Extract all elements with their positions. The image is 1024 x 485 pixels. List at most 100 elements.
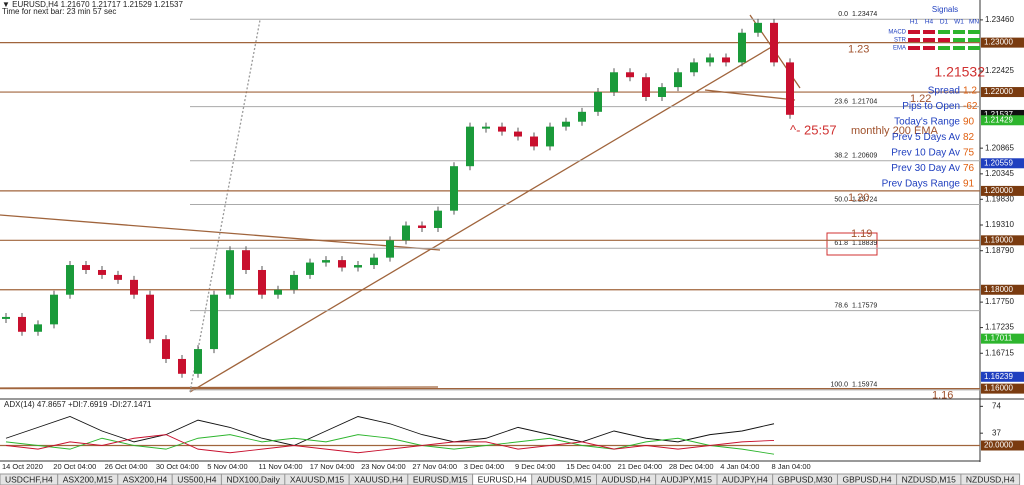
signal-column: W1 — [954, 19, 964, 26]
tab[interactable] — [960, 473, 1021, 485]
x-tick-label: 27 Nov 04:00 — [412, 462, 457, 471]
price-tag — [981, 109, 1024, 120]
x-tick-label: 15 Dec 04:00 — [566, 462, 611, 471]
tab-label[interactable]: GBPUSD,H4 — [842, 474, 891, 484]
candle — [738, 32, 746, 63]
level-label: 1.22 — [910, 93, 931, 105]
tab-label[interactable]: EURUSD,H4 — [478, 474, 527, 484]
tab-label[interactable]: AUDJPY,H4 — [722, 474, 768, 484]
tab-label[interactable]: NZDUSD,M15 — [902, 474, 957, 484]
price-tag — [981, 158, 1024, 169]
signal-cell — [968, 30, 980, 34]
candle — [290, 274, 298, 290]
fib-value: 1.18839 — [852, 240, 877, 247]
candle — [274, 289, 282, 295]
signal-cell — [923, 30, 935, 34]
level-box — [826, 232, 878, 256]
y-tick-label: 1.16715 — [985, 348, 1014, 357]
tab-label[interactable]: XAUUSD,M15 — [290, 474, 345, 484]
candle — [2, 316, 10, 319]
candle — [754, 22, 762, 33]
tab-label[interactable]: EURUSD,M15 — [413, 474, 468, 484]
tab-label[interactable]: AUDJPY,M15 — [661, 474, 713, 484]
level-label: 1.19 — [851, 228, 872, 240]
tab-label[interactable]: AUDUSD,H4 — [602, 474, 651, 484]
y-tick-label: 1.18790 — [985, 246, 1014, 255]
price-tag-label: 1.17011 — [984, 334, 1013, 343]
signal-cell — [938, 30, 950, 34]
tab-label[interactable]: GBPUSD,M30 — [778, 474, 833, 484]
info-value: -62 — [963, 101, 978, 112]
info-value: 91 — [963, 179, 975, 190]
adx-line — [5, 434, 775, 454]
candle — [402, 225, 410, 241]
candle — [450, 166, 458, 211]
info-value: 90 — [963, 117, 975, 128]
level-tag — [981, 383, 1024, 394]
candle — [658, 87, 666, 97]
fib-value: 1.21704 — [852, 99, 877, 106]
candle — [322, 260, 330, 263]
tab-label[interactable]: ASX200,H4 — [123, 474, 168, 484]
candle — [114, 274, 122, 280]
tab-label[interactable]: XAUUSD,H4 — [354, 474, 403, 484]
x-tick-label: 5 Nov 04:00 — [207, 462, 247, 471]
tab-label[interactable]: US500,H4 — [177, 474, 216, 484]
x-tick-label: 26 Oct 04:00 — [105, 462, 148, 471]
y-tick-label: 1.20865 — [985, 143, 1014, 152]
symbol-line: ▼ EURUSD,H4 1.21670 1.21717 1.21529 1.21… — [2, 0, 183, 9]
info-value: 75 — [963, 148, 975, 159]
annotation: ^- 25:57 — [790, 122, 837, 137]
candle — [18, 316, 26, 332]
fib-value: 1.17579 — [852, 302, 877, 309]
candle — [626, 72, 634, 78]
level-tag-label: 20.0000 — [984, 441, 1013, 450]
x-tick-label: 30 Oct 04:00 — [156, 462, 199, 471]
level-tag-label: 1.22000 — [984, 87, 1013, 96]
tab-label[interactable]: USDCHF,H4 — [5, 474, 53, 484]
tab-label[interactable]: AUDUSD,M15 — [537, 474, 592, 484]
adx-title: ADX(14) 47.8657 +DI:7.6919 -DI:27.1471 — [4, 400, 152, 409]
level-tag — [981, 37, 1024, 48]
candle — [194, 349, 202, 374]
y-tick-label: 1.22425 — [985, 66, 1014, 75]
candle — [354, 265, 362, 268]
candle — [162, 339, 170, 359]
fib-pct: 23.6 — [834, 99, 848, 106]
x-tick-label: 9 Dec 04:00 — [515, 462, 555, 471]
tab-label[interactable]: NZDUSD,H4 — [966, 474, 1015, 484]
tab-label[interactable]: ASX200,M15 — [63, 474, 113, 484]
level-tag — [981, 440, 1024, 451]
signal-cell — [923, 38, 935, 42]
price-tag-label: 1.16239 — [984, 372, 1013, 381]
fib-pct: 78.6 — [834, 302, 848, 309]
price-tag-label: 1.21537 — [984, 110, 1013, 119]
fib-value: 1.15974 — [852, 382, 877, 389]
candle — [770, 22, 778, 63]
candle — [786, 62, 794, 115]
level-tag-label: 1.16000 — [984, 384, 1013, 393]
candle — [258, 269, 266, 295]
candle — [226, 250, 234, 295]
level-tag-label: 1.20000 — [984, 186, 1013, 195]
signal-cell — [938, 46, 950, 50]
price-tag — [981, 115, 1024, 126]
y-tick-label: 1.20345 — [985, 169, 1014, 178]
x-tick-label: 8 Jan 04:00 — [772, 462, 811, 471]
y-tick-label: 1.23460 — [985, 15, 1014, 24]
x-tick-label: 11 Nov 04:00 — [259, 462, 303, 471]
price-tag-label: 1.20559 — [984, 158, 1013, 167]
signal-cell — [923, 46, 935, 50]
fib-value: 1.20609 — [852, 153, 877, 160]
level-label: 1.16 — [932, 390, 953, 402]
y-tick-label: 74 — [992, 401, 1001, 410]
fib-pct: 0.0 — [838, 11, 848, 18]
fib-value: 1.19724 — [852, 196, 877, 203]
trend-line — [0, 214, 441, 251]
x-tick-label: 28 Dec 04:00 — [669, 462, 714, 471]
info-label: Prev 30 Day Av — [891, 163, 960, 174]
fib-pct: 61.8 — [834, 240, 848, 247]
tab-label[interactable]: NDX100,Daily — [226, 474, 280, 484]
